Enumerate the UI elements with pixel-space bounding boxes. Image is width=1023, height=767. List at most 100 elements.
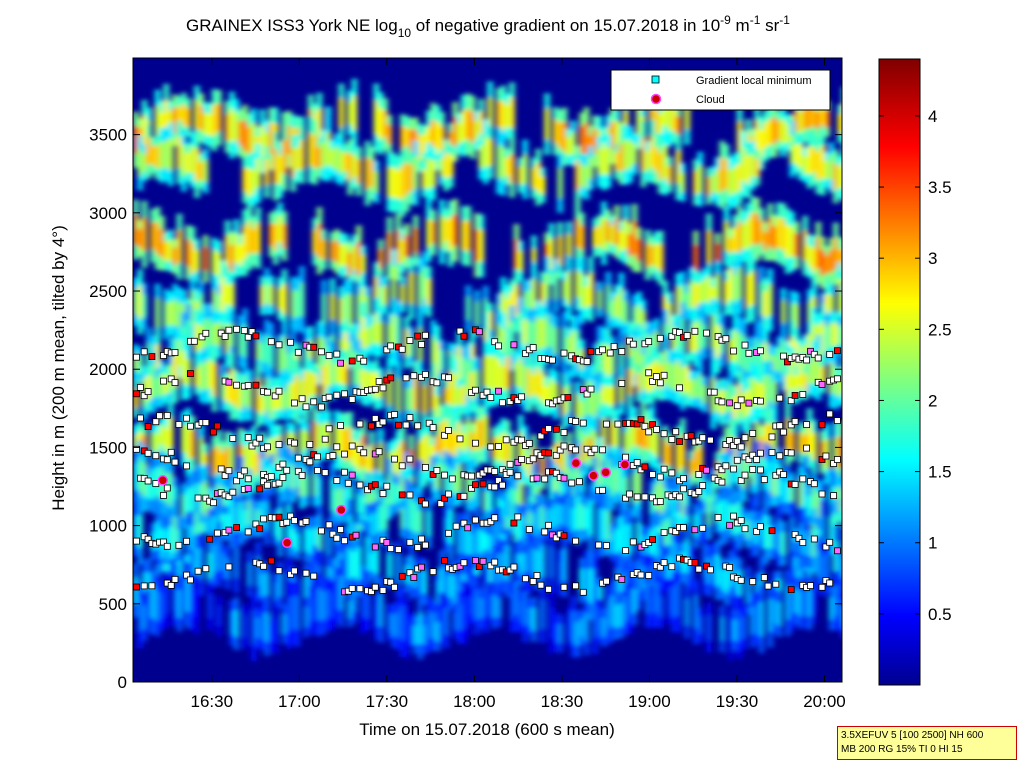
- heatmap-cell: [842, 494, 847, 551]
- minimum-marker: [510, 563, 518, 571]
- heatmap-cell: [141, 217, 148, 252]
- colorbar-tick-label: 2.5: [928, 320, 952, 339]
- minimum-marker: [579, 386, 587, 394]
- heatmap-cell: [636, 338, 642, 367]
- minimum-marker: [267, 473, 275, 480]
- heatmap-cell: [540, 373, 546, 402]
- heatmap-cell: [378, 443, 384, 473]
- heatmap-cell: [631, 589, 638, 614]
- heatmap-cell: [610, 467, 616, 496]
- heatmap-cell: [461, 110, 467, 142]
- heatmap-cell: [452, 374, 458, 407]
- minimum-marker: [599, 486, 606, 494]
- heatmap-cell: [815, 111, 822, 129]
- heatmap-cell: [653, 359, 660, 386]
- minimum-marker: [518, 436, 525, 444]
- minimum-marker: [745, 456, 753, 463]
- minimum-marker: [371, 543, 379, 551]
- minimum-marker: [429, 470, 437, 478]
- heatmap-cell: [185, 320, 191, 355]
- heatmap-cell: [693, 595, 699, 629]
- heatmap-cell: [185, 578, 191, 612]
- heatmap-cell: [570, 508, 577, 532]
- minimum-marker: [587, 449, 595, 457]
- minimum-marker: [333, 534, 341, 542]
- heatmap-cell: [601, 468, 607, 487]
- minimum-marker: [337, 526, 345, 533]
- heatmap-cell: [487, 535, 493, 558]
- minimum-marker: [749, 429, 757, 437]
- heatmap-cell: [653, 331, 660, 359]
- heatmap-cell: [224, 235, 231, 265]
- heatmap-cell: [605, 600, 612, 630]
- heatmap-cell: [807, 537, 813, 557]
- heatmap-cell: [203, 246, 209, 271]
- heatmap-cell: [579, 225, 585, 250]
- heatmap-cell: [837, 113, 842, 133]
- minimum-marker: [818, 583, 826, 591]
- heatmap-cell: [168, 526, 174, 559]
- heatmap-cell: [828, 485, 835, 520]
- minimum-marker: [552, 469, 560, 477]
- y-tick-label: 3000: [89, 204, 127, 223]
- heatmap-cell: [137, 515, 143, 548]
- heatmap-cell: [789, 226, 795, 257]
- minimum-marker: [471, 386, 479, 394]
- heatmap-cell: [557, 479, 563, 497]
- heatmap-cell: [767, 461, 773, 493]
- heatmap-cell: [316, 477, 323, 505]
- minimum-marker: [522, 350, 529, 357]
- heatmap-cell: [316, 529, 323, 558]
- heatmap-cell: [334, 145, 340, 171]
- heatmap-cell: [203, 361, 209, 391]
- heatmap-cell: [697, 165, 703, 193]
- heatmap-cell: [614, 421, 620, 447]
- heatmap-cell: [754, 339, 760, 374]
- cloud-marker: [281, 537, 293, 549]
- heatmap-cell: [154, 105, 161, 138]
- heatmap-cell: [732, 166, 738, 194]
- minimum-marker: [549, 356, 556, 364]
- minimum-marker: [741, 471, 749, 479]
- heatmap-cell: [491, 355, 498, 390]
- minimum-marker: [371, 583, 379, 591]
- heatmap-cell: [224, 514, 231, 532]
- heatmap-cell: [675, 441, 682, 472]
- heatmap-cell: [194, 249, 200, 272]
- heatmap-cell: [185, 152, 191, 173]
- heatmap-cell: [491, 560, 498, 590]
- heatmap-cell: [842, 326, 847, 345]
- heatmap-cell: [579, 126, 585, 154]
- heatmap-cell: [417, 441, 423, 467]
- heatmap-cell: [680, 172, 686, 192]
- cloud-marker: [157, 475, 169, 486]
- heatmap-cell: [347, 548, 353, 579]
- heatmap-cell: [347, 341, 353, 360]
- minimum-marker: [202, 565, 210, 573]
- minimum-marker: [533, 474, 541, 482]
- heatmap-cell: [767, 526, 773, 549]
- heatmap-cell: [697, 319, 703, 351]
- heatmap-layer: [133, 78, 847, 661]
- minimum-marker: [290, 399, 298, 407]
- minimum-marker: [545, 585, 552, 593]
- heatmap-cell: [277, 389, 283, 409]
- heatmap-cell: [588, 273, 594, 306]
- heatmap-cell: [400, 165, 406, 200]
- minimum-marker: [163, 456, 171, 464]
- heatmap-cell: [745, 218, 752, 249]
- minimum-marker: [741, 341, 749, 349]
- heatmap-cell: [369, 492, 375, 513]
- heatmap-cell: [723, 280, 730, 304]
- heatmap-cell: [732, 619, 738, 641]
- heatmap-cell: [610, 349, 616, 375]
- minimum-marker: [579, 588, 587, 596]
- heatmap-cell: [308, 572, 314, 596]
- heatmap-cell: [837, 559, 842, 579]
- heatmap-cell: [842, 483, 847, 522]
- heatmap-cell: [500, 500, 506, 519]
- heatmap-cell: [649, 108, 655, 127]
- minimum-marker: [314, 467, 321, 474]
- heatmap-cell: [837, 326, 842, 346]
- heatmap-cell: [693, 170, 699, 194]
